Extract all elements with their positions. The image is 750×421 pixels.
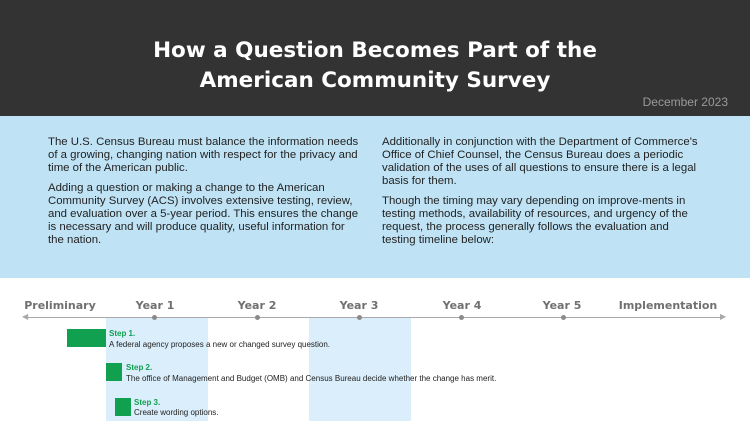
axis-left-arrow-icon: ◀ (22, 312, 29, 321)
title-line-2: American Community Survey (199, 68, 551, 93)
phase-label-preliminary: Preliminary (24, 299, 96, 312)
intro-left-paragraph-2: Adding a question or making a change to … (48, 182, 359, 246)
step-1-bar (67, 329, 106, 347)
year-4-tick (459, 315, 464, 320)
axis-right-arrow-icon: ▶ (720, 312, 727, 321)
step-3-text: Create wording options. (134, 408, 219, 417)
title-line-1: How a Question Becomes Part of the (153, 38, 597, 63)
timeline-section: ◀ ▶ Preliminary Year 1 Year 2 Year 3 Yea… (0, 278, 750, 421)
header-banner: How a Question Becomes Part of the Ameri… (0, 0, 750, 116)
step-3-bar (115, 398, 131, 416)
timeline-axis (26, 317, 724, 318)
year-5-tick (561, 315, 566, 320)
phase-label-year-1: Year 1 (135, 299, 175, 312)
page-title: How a Question Becomes Part of the Ameri… (0, 36, 750, 96)
step-1-text: A federal agency proposes a new or chang… (109, 340, 331, 349)
step-3-title: Step 3. (134, 398, 161, 407)
phase-label-year-5: Year 5 (542, 299, 582, 312)
phase-label-year-4: Year 4 (442, 299, 482, 312)
phase-label-year-2: Year 2 (237, 299, 277, 312)
step-1-title: Step 1. (109, 329, 136, 338)
year-1-tick (152, 315, 157, 320)
intro-right-column: Additionally in conjunction with the Dep… (382, 136, 702, 254)
publication-date: December 2023 (642, 95, 728, 109)
step-2-text: The office of Management and Budget (OMB… (126, 374, 497, 383)
year-3-band (309, 318, 411, 421)
year-3-tick (357, 315, 362, 320)
step-2-bar (106, 363, 122, 381)
year-2-tick (255, 315, 260, 320)
phase-label-implementation: Implementation (618, 299, 718, 312)
intro-left-column: The U.S. Census Bureau must balance the … (48, 136, 360, 254)
step-2-title: Step 2. (126, 363, 153, 372)
intro-right-paragraph-1: Additionally in conjunction with the Dep… (382, 136, 698, 187)
intro-right-paragraph-2: Though the timing may vary depending on … (382, 195, 688, 246)
phase-label-year-3: Year 3 (339, 299, 379, 312)
intro-left-paragraph-1: The U.S. Census Bureau must balance the … (48, 136, 359, 174)
intro-section: The U.S. Census Bureau must balance the … (0, 116, 750, 278)
